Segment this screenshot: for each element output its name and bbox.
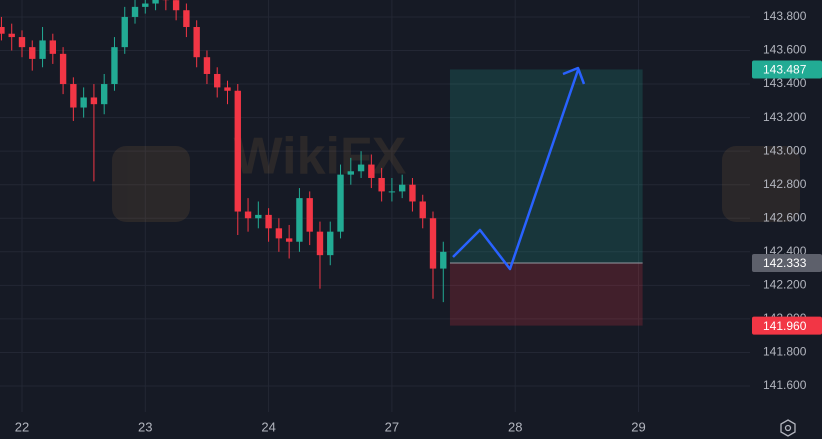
x-tick-label: 24 [261, 419, 275, 434]
settings-dot [784, 424, 792, 432]
candle-body [357, 164, 365, 172]
candle-body [90, 97, 98, 105]
y-tick-label: 143.600 [763, 43, 807, 57]
candle-body [378, 177, 385, 192]
arrow-head [562, 66, 586, 85]
watermark-logo [112, 146, 190, 222]
candle-body [152, 0, 159, 4]
y-tick-label: 142.200 [763, 278, 807, 292]
candle-body [296, 198, 303, 242]
candle-body [172, 0, 180, 11]
candle-body [419, 201, 426, 219]
candle-body [101, 84, 108, 105]
annotation-arrow [452, 66, 586, 271]
candle-body [0, 27, 5, 34]
y-tick-label: 141.800 [763, 345, 807, 359]
candle-body [316, 231, 324, 256]
candle-body [409, 184, 416, 202]
axes: 141.600141.800142.000142.200142.400142.6… [15, 9, 822, 434]
x-tick-label: 28 [508, 419, 522, 434]
candle-body [29, 47, 36, 59]
candle-body [39, 40, 46, 59]
candle-body [337, 174, 344, 232]
candle-body [214, 73, 221, 88]
y-tick-label: 141.600 [763, 378, 807, 392]
candles [0, 0, 447, 303]
candle-body [285, 238, 293, 242]
candle-body [70, 84, 77, 108]
settings-button[interactable] [780, 419, 796, 437]
candle-body [368, 164, 375, 178]
candle-body [234, 90, 241, 212]
candle-body [183, 10, 190, 28]
candle-body [49, 40, 57, 54]
price-label-box [752, 316, 822, 335]
x-tick-label: 27 [385, 419, 399, 434]
candle-body [327, 231, 334, 256]
candle-body [244, 211, 252, 219]
watermark-layer: WikiFX [112, 128, 800, 222]
price-label: 142.333 [763, 256, 807, 270]
position-tool [449, 69, 643, 326]
price-label-box [752, 254, 822, 273]
watermark: WikiFX [234, 128, 407, 186]
candle-body [255, 214, 262, 219]
candle-body [121, 16, 128, 48]
candle-body [224, 87, 231, 91]
candle-body [59, 53, 67, 85]
settings-icon[interactable] [780, 419, 796, 437]
y-tick-label: 143.000 [763, 143, 807, 157]
candle-body [193, 27, 200, 58]
candle-body [131, 6, 139, 17]
y-tick-label: 143.200 [763, 110, 807, 124]
price-label-box [752, 60, 822, 79]
candle-body [142, 3, 149, 7]
candle-body [306, 198, 313, 232]
x-tick-label: 29 [631, 419, 645, 434]
grid [0, 0, 750, 412]
candle-body [265, 214, 272, 229]
candle-body [398, 184, 406, 192]
x-tick-label: 23 [138, 419, 152, 434]
y-tick-label: 142.600 [763, 210, 807, 224]
y-tick-label: 143.800 [763, 9, 807, 23]
price-label: 143.487 [763, 63, 807, 77]
arrow-path [452, 69, 580, 271]
price-label: 141.960 [763, 319, 807, 333]
y-tick-label: 142.800 [763, 177, 807, 191]
candle-body [429, 218, 437, 269]
y-tick-label: 143.400 [763, 76, 807, 90]
candle-body [80, 97, 87, 108]
candle-body [388, 191, 396, 193]
candle-body [347, 171, 354, 175]
candle-body [111, 47, 118, 85]
candle-body [8, 33, 15, 38]
loss-zone [449, 263, 643, 326]
x-tick-label: 22 [15, 419, 29, 434]
watermark-logo [722, 146, 800, 222]
candle-body [203, 57, 211, 74]
candle-body [275, 228, 283, 239]
candle-body [18, 37, 26, 48]
candle-body [440, 251, 447, 269]
